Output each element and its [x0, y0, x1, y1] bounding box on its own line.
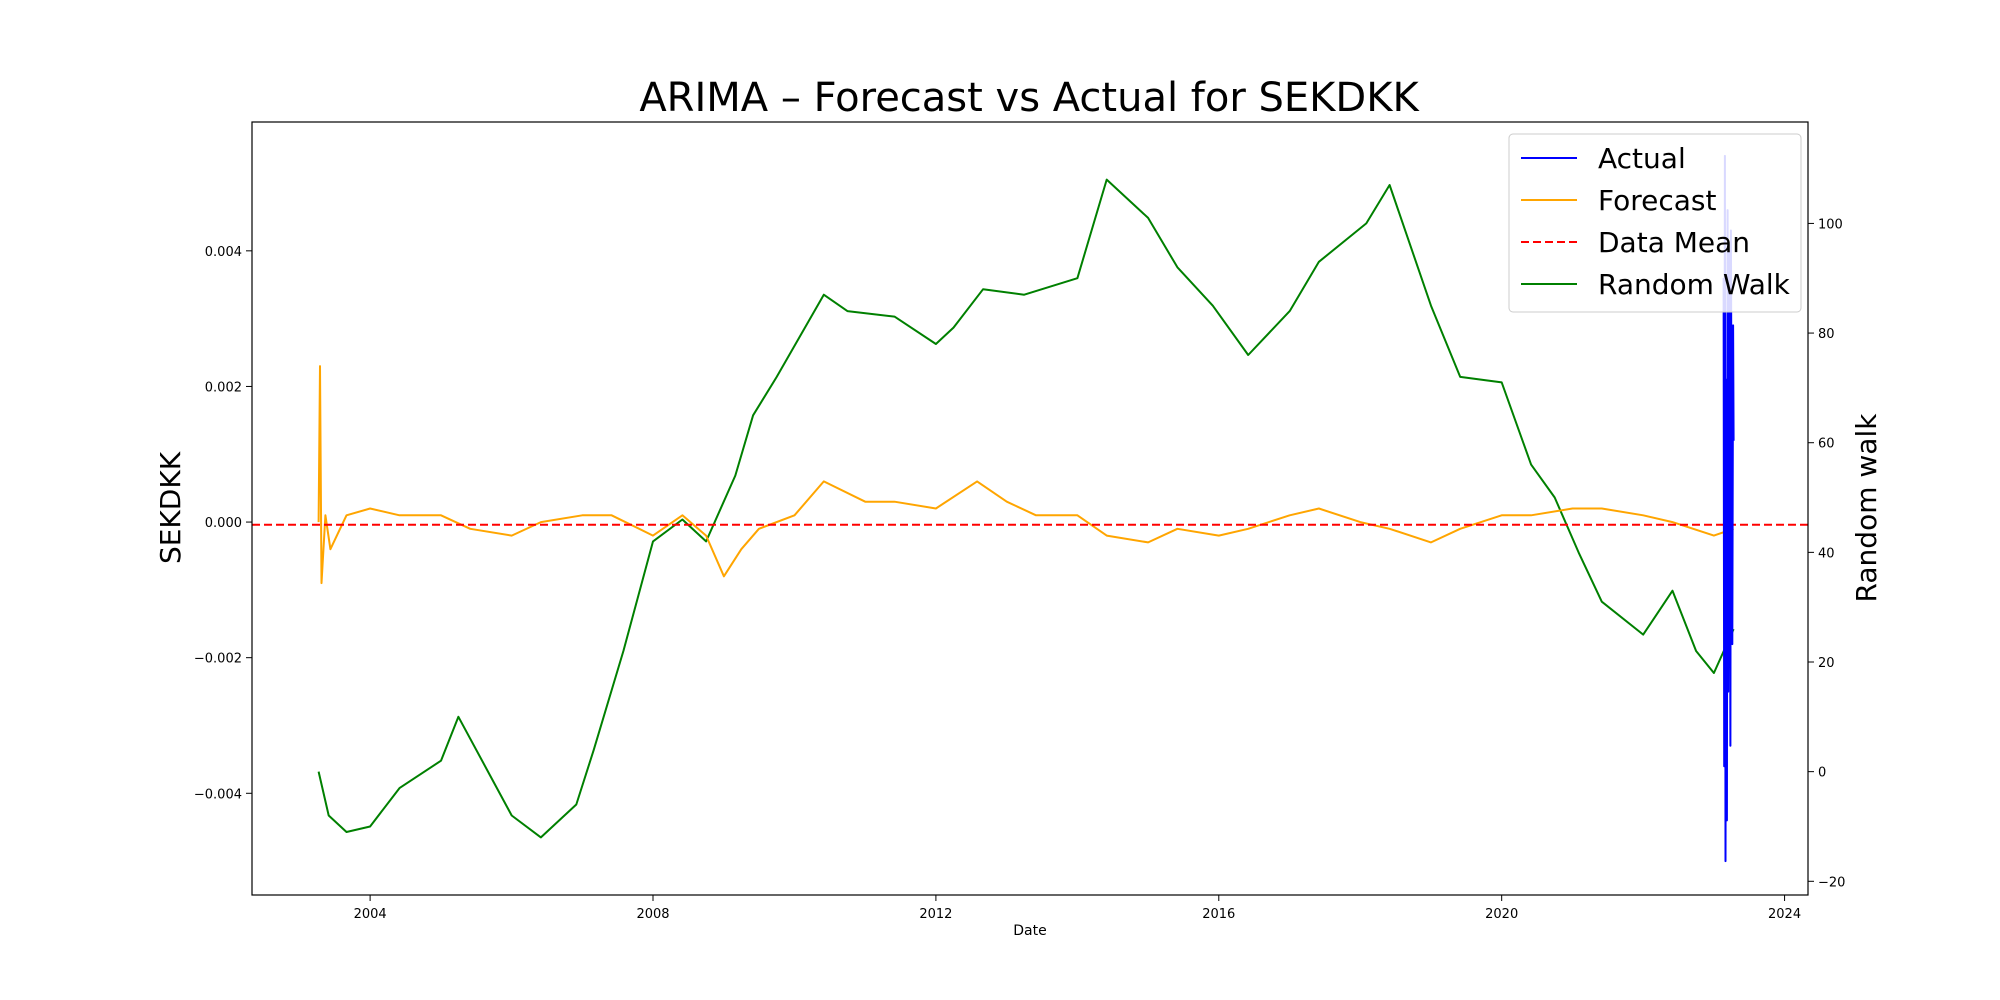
- x-axis: 2004 2008 2012 2016 2020 2024: [354, 895, 1801, 922]
- y2-tick-label: 100: [1818, 217, 1843, 232]
- y-axis-label: SEKDKK: [154, 451, 187, 564]
- plot-frame: [251, 121, 1809, 896]
- chart-title: ARIMA – Forecast vs Actual for SEKDKK: [639, 75, 1420, 121]
- legend-label: Random Walk: [1598, 268, 1791, 301]
- y-tick-label: 0.000: [205, 516, 242, 531]
- x-tick-label: 2012: [919, 907, 952, 922]
- x-tick-label: 2004: [354, 907, 387, 922]
- y2-tick-label: −20: [1818, 875, 1845, 890]
- y2-tick-label: 40: [1818, 546, 1835, 561]
- legend-label: Actual: [1598, 142, 1686, 175]
- y-tick-label: 0.002: [205, 380, 242, 395]
- x-tick-label: 2008: [636, 907, 669, 922]
- y2-tick-label: 60: [1818, 437, 1835, 452]
- legend-box: [1508, 133, 1802, 313]
- legend-label: Forecast: [1598, 184, 1717, 217]
- y2-tick-label: 80: [1818, 327, 1835, 342]
- forecast-line: [317, 365, 1734, 585]
- x-tick-label: 2024: [1768, 907, 1801, 922]
- y2-tick-label: 0: [1818, 766, 1826, 781]
- random-walk-line: [317, 178, 1735, 839]
- plot-area: [252, 154, 1808, 863]
- y-tick-label: 0.004: [205, 245, 242, 260]
- x-axis-label: Date: [1013, 923, 1046, 939]
- legend: Actual Forecast Data Mean Random Walk: [1508, 133, 1802, 313]
- legend-label: Data Mean: [1598, 226, 1750, 259]
- y2-axis-label: Random walk: [1850, 413, 1883, 603]
- y-tick-label: −0.004: [194, 787, 242, 802]
- y-axis-right: −20 0 20 40 60 80 100: [1808, 217, 1845, 890]
- y-axis-left: −0.004 −0.002 0.000 0.002 0.004: [194, 245, 252, 802]
- x-tick-label: 2020: [1485, 907, 1518, 922]
- actual-line: [1722, 154, 1735, 863]
- y-tick-label: −0.002: [194, 652, 242, 667]
- x-tick-label: 2016: [1202, 907, 1235, 922]
- y2-tick-label: 20: [1818, 656, 1835, 671]
